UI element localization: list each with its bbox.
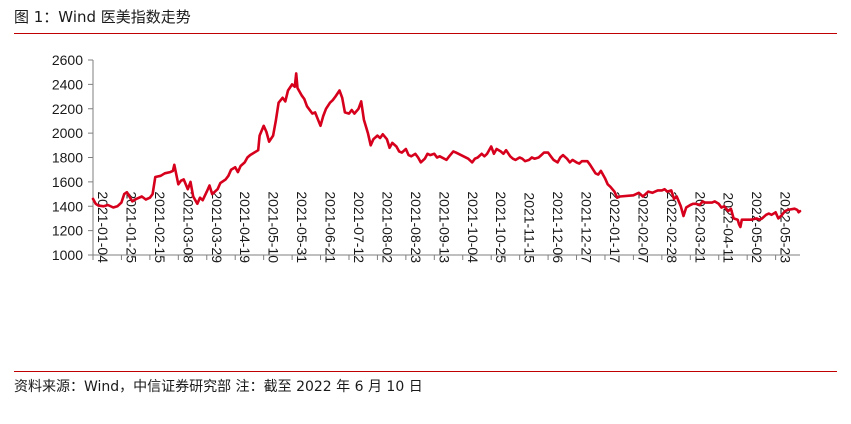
line-chart: 1000 1200 1400 1600 1800 2000 2200 2400 2600 202… xyxy=(52,52,802,263)
x-tick-label: 2021-01-04 xyxy=(95,191,111,263)
x-axis-ticks: 2021-01-04 2021-01-25 2021-02-15 2021-03-08… xyxy=(92,191,794,263)
x-tick-label: 2022-05-23 xyxy=(778,191,794,263)
x-tick-label: 2021-10-25 xyxy=(493,191,509,263)
y-tick-label: 2400 xyxy=(52,76,83,92)
bottom-rule xyxy=(14,371,837,372)
y-tick-label: 1600 xyxy=(52,174,83,190)
figure-title: 图 1：Wind 医美指数走势 xyxy=(14,8,191,26)
x-tick-label: 2022-04-11 xyxy=(721,192,737,263)
y-tick-label: 2600 xyxy=(52,52,83,68)
x-tick-label: 2022-05-02 xyxy=(749,191,765,263)
y-axis-ticks: 1000 1200 1400 1600 1800 2000 2200 2400 2600 xyxy=(52,52,93,263)
y-tick-label: 1200 xyxy=(52,223,83,239)
y-tick-label: 2200 xyxy=(52,101,83,117)
x-tick-label: 2021-05-31 xyxy=(294,191,310,263)
source-label: 资料来源：Wind，中信证券研究部 xyxy=(14,379,232,395)
x-tick-label: 2021-11-15 xyxy=(522,192,538,263)
x-tick-label: 2021-02-15 xyxy=(152,191,168,263)
x-tick-label: 2021-06-21 xyxy=(323,191,339,263)
y-tick-label: 1800 xyxy=(52,150,83,166)
date-note: 注：截至 2022 年 6 月 10 日 xyxy=(235,379,423,395)
x-tick-label: 2022-01-17 xyxy=(607,191,623,263)
x-tick-label: 2022-03-21 xyxy=(692,191,708,263)
x-tick-label: 2021-04-19 xyxy=(237,191,253,263)
x-tick-label: 2022-02-28 xyxy=(664,191,680,263)
series-group xyxy=(91,72,802,229)
x-tick-label: 2021-01-25 xyxy=(123,191,139,263)
x-tick-label: 2021-12-06 xyxy=(550,191,566,263)
x-tick-label: 2021-05-10 xyxy=(266,191,282,263)
x-tick-label: 2021-10-04 xyxy=(465,191,481,263)
top-rule xyxy=(14,33,837,34)
x-tick-label: 2021-09-13 xyxy=(436,191,452,263)
x-tick-label: 2021-03-08 xyxy=(180,191,196,263)
source-note: 资料来源：Wind，中信证券研究部 注：截至 2022 年 6 月 10 日 xyxy=(14,378,423,396)
x-tick-label: 2021-08-23 xyxy=(408,191,424,263)
x-tick-label: 2021-08-02 xyxy=(379,191,395,263)
x-tick-label: 2022-02-07 xyxy=(635,191,651,263)
x-tick-label: 2021-03-29 xyxy=(209,191,225,263)
y-tick-label: 2000 xyxy=(52,125,83,141)
y-tick-label: 1400 xyxy=(52,198,83,214)
x-tick-label: 2021-12-27 xyxy=(579,191,595,263)
series-line xyxy=(91,72,802,229)
y-tick-label: 1000 xyxy=(52,247,83,263)
x-tick-label: 2021-07-12 xyxy=(351,191,367,263)
